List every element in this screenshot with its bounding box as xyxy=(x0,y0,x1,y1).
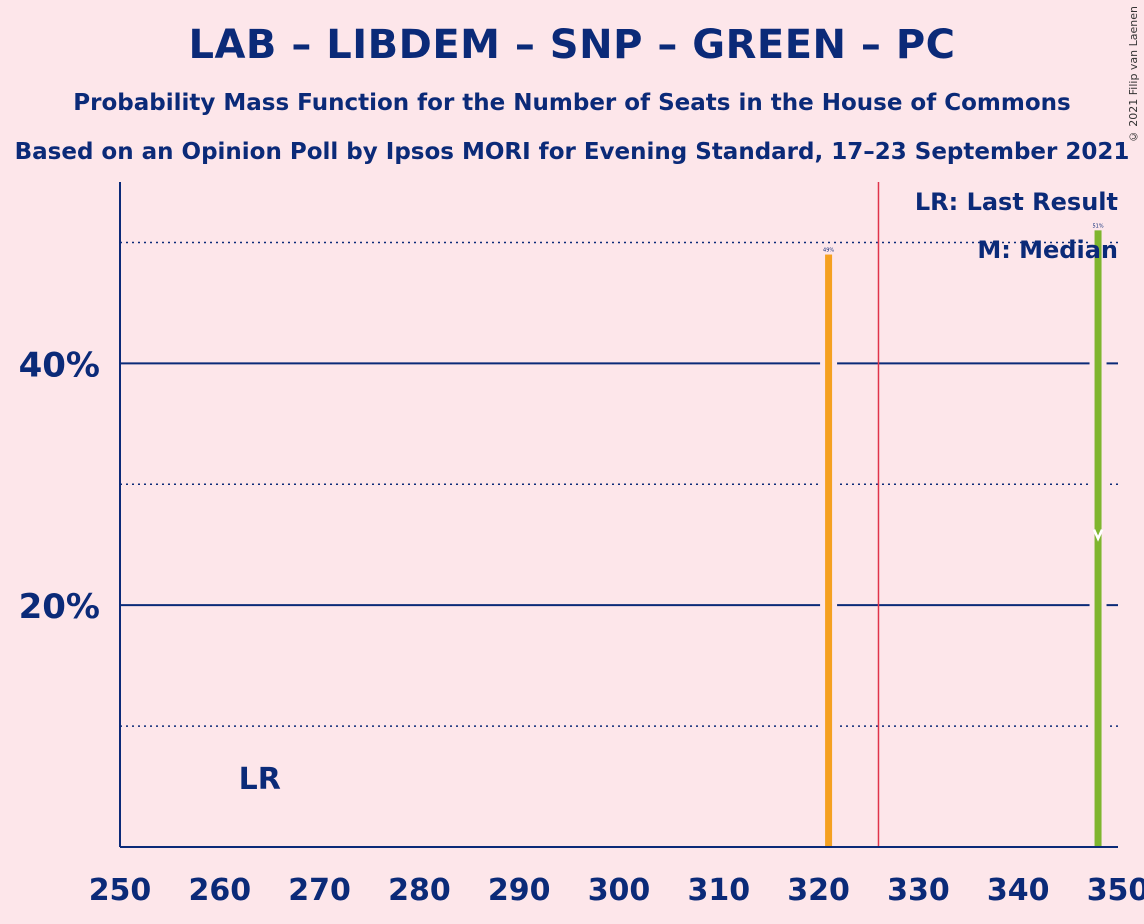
x-tick-label: 300 xyxy=(588,873,651,908)
legend-last-result: LR: Last Result xyxy=(915,188,1118,216)
x-tick-label: 320 xyxy=(787,873,850,908)
chart-title: LAB – LIBDEM – SNP – GREEN – PC xyxy=(188,22,956,68)
y-tick-label: 20% xyxy=(19,587,100,627)
bar-value-label: 49% xyxy=(823,248,834,254)
axes xyxy=(119,182,1118,848)
chart-subtitle: Probability Mass Function for the Number… xyxy=(73,90,1071,116)
bar-value-label: 51% xyxy=(1092,223,1103,229)
x-tick-label: 350 xyxy=(1087,873,1144,908)
x-tick-label: 280 xyxy=(388,873,451,908)
median-marker xyxy=(1092,529,1104,542)
last-result-marker: LR xyxy=(239,762,281,797)
x-tick-label: 250 xyxy=(89,873,152,908)
x-tick-label: 290 xyxy=(488,873,551,908)
legend-median: M: Median xyxy=(977,236,1118,264)
x-tick-label: 330 xyxy=(887,873,950,908)
x-tick-label: 310 xyxy=(687,873,750,908)
y-tick-label: 40% xyxy=(19,345,100,385)
bar-321 xyxy=(825,254,833,847)
x-tick-label: 340 xyxy=(987,873,1050,908)
gridlines xyxy=(120,182,1118,847)
x-tick-label: 260 xyxy=(188,873,251,908)
x-tick-label: 270 xyxy=(288,873,351,908)
tick-labels: 20% 40% 250 260 270 280 290 300 310 320 330 340 350 xyxy=(19,345,1144,908)
chart-subtitle-poll: Based on an Opinion Poll by Ipsos MORI f… xyxy=(14,139,1130,165)
bars: 49% 51% xyxy=(820,223,1107,847)
